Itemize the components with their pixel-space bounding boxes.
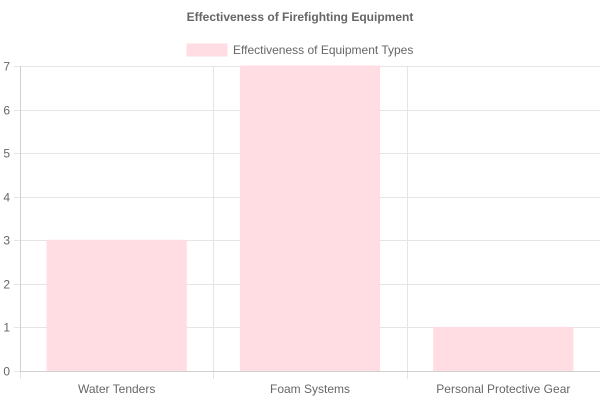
legend-label: Effectiveness of Equipment Types — [233, 43, 413, 57]
legend-swatch — [186, 43, 228, 57]
axes — [20, 66, 600, 372]
y-tick-label: 6 — [3, 104, 10, 118]
y-tick-label: 5 — [3, 147, 10, 161]
x-category-label: Foam Systems — [270, 382, 350, 396]
legend[interactable]: Effectiveness of Equipment Types — [186, 43, 413, 57]
y-tick-label: 7 — [3, 60, 10, 74]
x-axis-categories: Water Tenders Foam Systems Personal Protec… — [78, 382, 570, 396]
chart-title: Effectiveness of Firefighting Equipment — [187, 10, 414, 24]
bars — [46, 65, 574, 372]
y-tick-label: 2 — [3, 278, 10, 292]
bar-foam-systems[interactable] — [239, 65, 381, 372]
y-axis-ticks: 0 1 2 3 4 5 6 7 — [3, 60, 10, 379]
y-tick-label: 3 — [3, 234, 10, 248]
bar-personal-protective-gear[interactable] — [433, 326, 574, 372]
x-category-label: Personal Protective Gear — [436, 382, 570, 396]
y-tick-label: 0 — [3, 365, 10, 379]
x-category-label: Water Tenders — [78, 382, 155, 396]
y-tick-label: 1 — [3, 321, 10, 335]
bar-water-tenders[interactable] — [46, 239, 187, 372]
y-tick-label: 4 — [3, 191, 10, 205]
